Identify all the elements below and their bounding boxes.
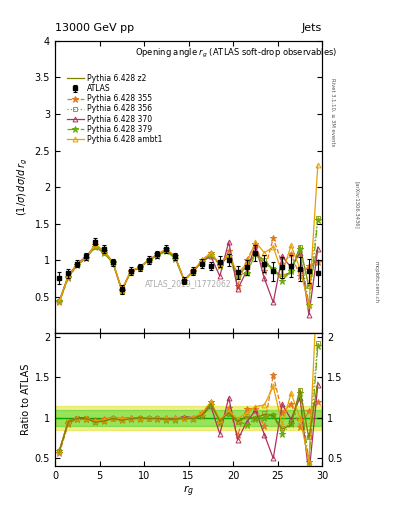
Pythia 6.428 z2 <box>316 244 320 250</box>
Pythia 6.428 z2 <box>66 273 71 279</box>
Y-axis label: $(1/\sigma)\,d\sigma/d\,r_g$: $(1/\sigma)\,d\sigma/d\,r_g$ <box>16 158 31 216</box>
Pythia 6.428 z2 <box>200 259 204 265</box>
Pythia 6.428 z2 <box>217 262 222 268</box>
Pythia 6.428 z2 <box>137 264 142 270</box>
Pythia 6.428 z2 <box>307 284 311 290</box>
Pythia 6.428 z2 <box>155 252 160 258</box>
Pythia 6.428 z2 <box>280 274 285 280</box>
Pythia 6.428 z2 <box>57 298 62 304</box>
Pythia 6.428 z2 <box>271 267 275 273</box>
Pythia 6.428 z2 <box>110 260 115 266</box>
Pythia 6.428 z2 <box>173 255 178 261</box>
Pythia 6.428 z2 <box>146 258 151 264</box>
Pythia 6.428 z2 <box>289 269 294 275</box>
Pythia 6.428 z2 <box>235 272 240 279</box>
Text: [arXiv:1306.3436]: [arXiv:1306.3436] <box>354 181 359 229</box>
Pythia 6.428 z2 <box>93 244 97 250</box>
Pythia 6.428 z2 <box>298 243 302 249</box>
Bar <box>55 410 322 425</box>
Legend: Pythia 6.428 z2, ATLAS, Pythia 6.428 355, Pythia 6.428 356, Pythia 6.428 370, Py: Pythia 6.428 z2, ATLAS, Pythia 6.428 355… <box>67 74 162 144</box>
Pythia 6.428 z2 <box>75 262 80 268</box>
Y-axis label: Ratio to ATLAS: Ratio to ATLAS <box>20 364 31 435</box>
Pythia 6.428 z2 <box>182 278 187 284</box>
Pythia 6.428 z2 <box>164 247 169 253</box>
Text: Jets: Jets <box>302 23 322 33</box>
Pythia 6.428 z2 <box>226 252 231 259</box>
Pythia 6.428 z2 <box>244 264 249 270</box>
Text: mcplots.cern.ch: mcplots.cern.ch <box>373 261 378 303</box>
Pythia 6.428 z2 <box>102 250 107 256</box>
Pythia 6.428 z2 <box>262 258 267 264</box>
X-axis label: $r_g$: $r_g$ <box>183 483 194 499</box>
Text: ATLAS_2019_I1772062: ATLAS_2019_I1772062 <box>145 279 232 288</box>
Bar <box>55 406 322 430</box>
Line: Pythia 6.428 z2: Pythia 6.428 z2 <box>59 246 318 301</box>
Pythia 6.428 z2 <box>119 288 124 294</box>
Pythia 6.428 z2 <box>191 269 195 275</box>
Text: Rivet 3.1.10, ≥ 3M events: Rivet 3.1.10, ≥ 3M events <box>330 78 335 147</box>
Pythia 6.428 z2 <box>129 269 133 275</box>
Pythia 6.428 z2 <box>209 251 213 258</box>
Pythia 6.428 z2 <box>253 250 258 257</box>
Text: Opening angle $r_g$ (ATLAS soft-drop observables): Opening angle $r_g$ (ATLAS soft-drop obs… <box>135 47 338 60</box>
Text: 13000 GeV pp: 13000 GeV pp <box>55 23 134 33</box>
Pythia 6.428 z2 <box>84 254 88 260</box>
